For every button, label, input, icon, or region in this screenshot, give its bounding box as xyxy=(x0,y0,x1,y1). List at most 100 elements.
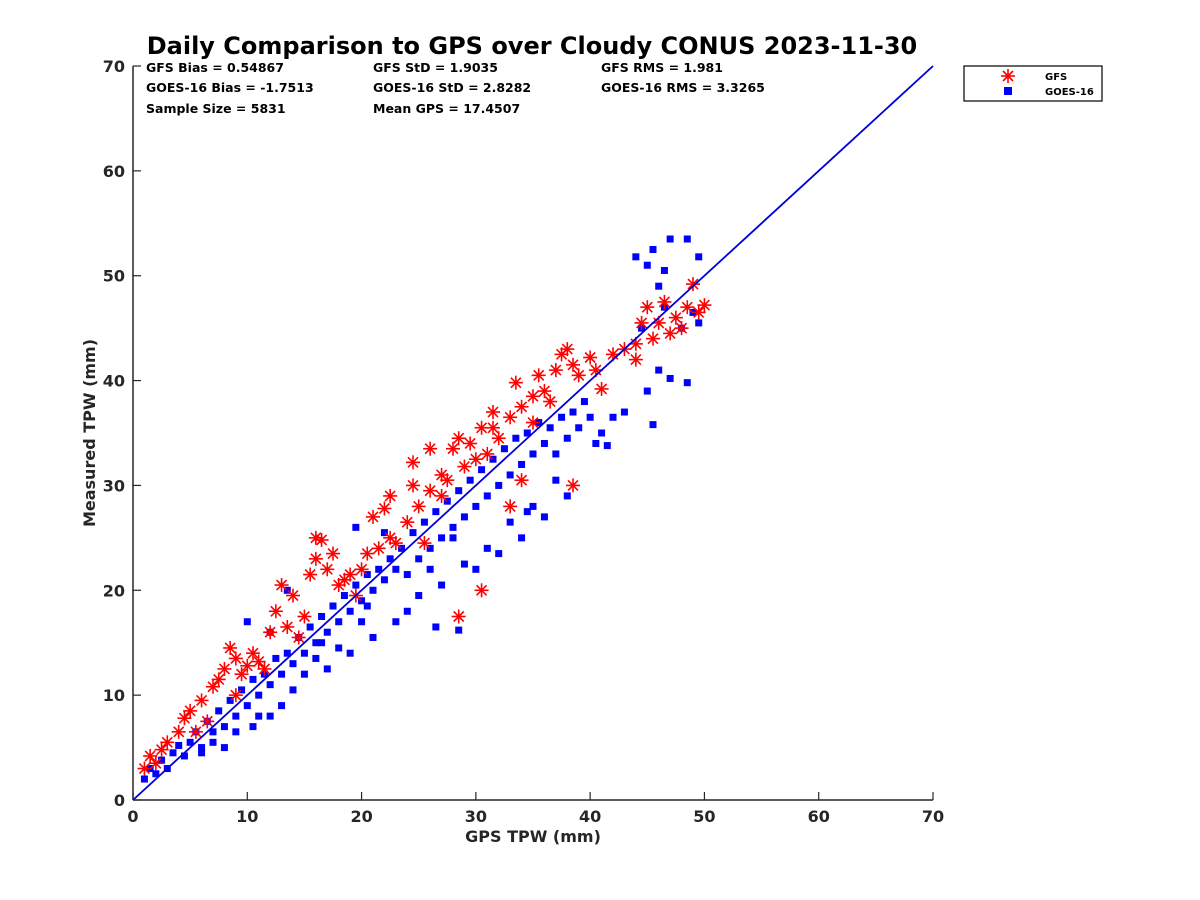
goes16-point xyxy=(415,555,423,563)
gfs-point xyxy=(223,640,238,655)
one-to-one-line xyxy=(132,65,934,801)
stat-sample-size: Sample Size = 5831 xyxy=(146,101,286,116)
x-tick-label: 20 xyxy=(350,807,372,826)
gfs-point xyxy=(486,405,500,420)
legend-goes-marker xyxy=(1004,87,1012,95)
goes16-point xyxy=(352,581,360,589)
goes16-point xyxy=(620,408,628,416)
goes16-point xyxy=(323,628,331,636)
gfs-point xyxy=(366,509,380,524)
stat-goes-std: GOES-16 StD = 2.8282 xyxy=(373,80,531,95)
goes16-point xyxy=(209,728,217,736)
goes16-point xyxy=(506,471,514,479)
gfs-point xyxy=(234,667,249,682)
gfs-point xyxy=(668,310,683,325)
legend-gfs-marker xyxy=(1001,69,1015,83)
goes16-point xyxy=(472,565,480,573)
x-tick-label: 0 xyxy=(127,807,138,826)
gfs-point xyxy=(160,735,175,750)
goes16-point xyxy=(249,675,257,683)
goes16-point xyxy=(449,523,457,531)
goes16-point xyxy=(198,749,206,757)
gfs-point xyxy=(228,651,243,666)
goes16-point xyxy=(232,728,240,736)
goes16-point xyxy=(392,565,400,573)
gfs-point xyxy=(480,446,495,461)
goes16-point xyxy=(272,654,280,662)
gfs-point xyxy=(486,420,500,435)
x-tick-label: 40 xyxy=(579,807,601,826)
goes16-point xyxy=(563,492,571,500)
gfs-point xyxy=(200,714,215,729)
goes16-point xyxy=(335,618,343,626)
goes16-point xyxy=(518,534,526,542)
goes16-point xyxy=(243,618,251,626)
stats-block: GFS Bias = 0.54867 GFS StD = 1.9035 GFS … xyxy=(146,60,765,116)
x-axis-label: GPS TPW (mm) xyxy=(465,827,601,846)
goes16-point xyxy=(283,586,291,594)
goes16-point xyxy=(512,434,520,442)
gfs-point xyxy=(228,688,243,703)
goes16-point xyxy=(478,466,486,474)
goes16-point xyxy=(649,421,657,429)
gfs-point xyxy=(468,452,483,467)
gfs-point xyxy=(291,630,306,645)
goes16-point xyxy=(232,712,240,720)
gfs-point xyxy=(217,661,232,676)
gfs-point xyxy=(171,724,186,739)
goes16-point xyxy=(380,576,388,584)
chart-title: Daily Comparison to GPS over Cloudy CONU… xyxy=(147,32,918,60)
gfs-point xyxy=(326,546,340,561)
x-ticks: 0 10 20 30 40 50 60 70 xyxy=(127,792,944,826)
goes16-point xyxy=(300,670,308,678)
stat-gfs-rms: GFS RMS = 1.981 xyxy=(601,60,723,75)
goes16-point xyxy=(209,738,217,746)
goes16-point xyxy=(580,398,588,406)
gfs-point xyxy=(377,501,392,516)
gfs-point xyxy=(526,415,540,430)
gfs-point xyxy=(457,459,472,474)
goes16-point xyxy=(438,534,446,542)
gfs-point xyxy=(451,431,466,446)
y-tick-label: 30 xyxy=(103,476,125,495)
gfs-point xyxy=(560,342,575,357)
goes16-point xyxy=(483,492,491,500)
gfs-point xyxy=(137,761,152,776)
goes16-point xyxy=(432,623,440,631)
y-tick-label: 0 xyxy=(114,791,125,810)
gfs-point xyxy=(548,363,563,378)
goes16-point xyxy=(180,752,188,760)
goes16-point xyxy=(346,649,354,657)
goes16-point xyxy=(609,413,617,421)
gfs-point xyxy=(280,619,295,634)
gfs-point xyxy=(543,394,558,409)
goes16-point xyxy=(466,476,474,484)
goes16-point xyxy=(323,665,331,673)
goes16-point xyxy=(238,686,246,694)
goes16-point xyxy=(352,523,360,531)
gfs-point xyxy=(514,399,529,414)
goes16-point xyxy=(340,592,348,600)
stat-goes-bias: GOES-16 Bias = -1.7513 xyxy=(146,80,314,95)
goes16-point xyxy=(266,712,274,720)
goes16-point xyxy=(660,266,668,274)
gfs-point xyxy=(337,572,352,587)
goes16-point xyxy=(586,413,594,421)
goes16-point xyxy=(186,738,194,746)
goes16-point xyxy=(432,508,440,516)
goes16-point xyxy=(215,707,223,715)
goes16-point xyxy=(483,544,491,552)
stat-goes-rms: GOES-16 RMS = 3.3265 xyxy=(601,80,765,95)
gfs-point xyxy=(246,646,260,661)
gfs-point xyxy=(388,536,403,551)
goes16-point xyxy=(460,513,468,521)
goes16-point xyxy=(489,455,497,463)
goes16-point xyxy=(175,741,183,749)
goes16-point xyxy=(529,502,537,510)
gfs-point xyxy=(646,331,660,346)
gfs-point xyxy=(451,609,466,624)
goes16-point xyxy=(426,544,434,552)
y-tick-label: 10 xyxy=(103,686,125,705)
gfs-point xyxy=(371,541,386,556)
goes16-point xyxy=(683,379,691,387)
